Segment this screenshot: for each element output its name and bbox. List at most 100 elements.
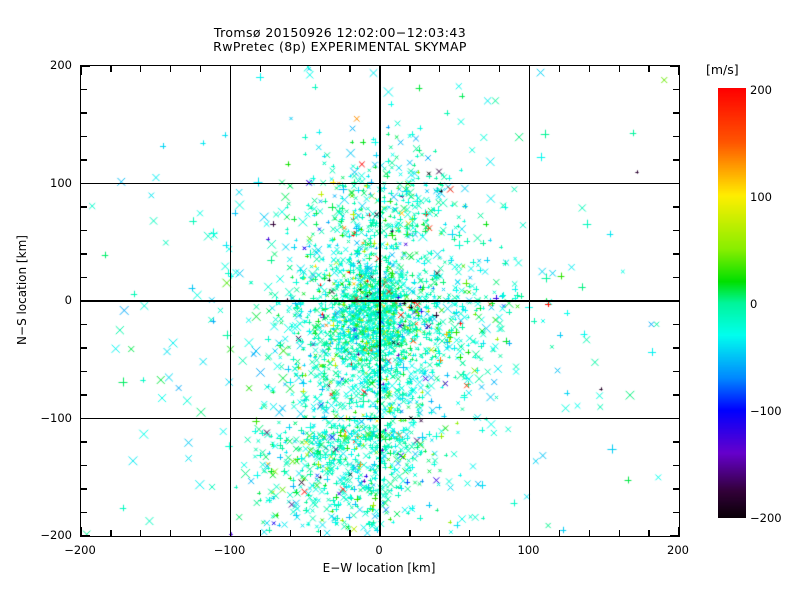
axis-tick	[528, 527, 531, 536]
x-axis-label: E−W location [km]	[322, 561, 436, 575]
axis-tick	[558, 66, 561, 72]
axis-tick	[379, 66, 381, 75]
axis-tick	[670, 182, 679, 185]
y-axis-label: N−S location [km]	[15, 235, 29, 345]
title-line-2: RwPretec (8p) EXPERIMENTAL SKYMAP	[213, 39, 467, 54]
axis-tick	[289, 66, 291, 72]
axis-tick	[670, 65, 679, 67]
axis-tick	[81, 347, 87, 349]
x-tick-label: 100	[517, 543, 540, 557]
axis-tick	[199, 530, 202, 536]
plot-area	[80, 65, 680, 537]
axis-tick	[498, 66, 501, 72]
axis-tick	[81, 441, 87, 443]
axis-tick	[673, 112, 679, 114]
axis-tick	[673, 253, 679, 255]
axis-tick	[673, 488, 679, 490]
axis-tick	[673, 135, 679, 138]
y-tick-label: 100	[50, 175, 72, 190]
axis-tick	[670, 417, 679, 420]
axis-tick	[673, 88, 679, 91]
axis-tick	[409, 66, 411, 72]
colorbar-tick-0: 0	[750, 297, 758, 311]
axis-tick	[379, 527, 381, 536]
axis-tick	[229, 527, 232, 536]
axis-tick	[80, 66, 82, 75]
axis-tick	[81, 112, 87, 114]
axis-tick	[670, 535, 679, 537]
colorbar	[718, 88, 746, 518]
axis-tick	[673, 394, 679, 396]
axis-tick	[170, 66, 172, 72]
y-tick-label: 200	[50, 58, 72, 72]
axis-tick	[498, 530, 501, 536]
axis-tick	[81, 535, 90, 537]
title-line-1: Tromsø 20150926 12:02:00−12:03:43	[213, 25, 467, 40]
colorbar-tick-m100: −100	[750, 404, 782, 418]
axis-tick	[588, 66, 590, 72]
axis-tick	[673, 276, 679, 279]
axis-tick	[110, 66, 112, 72]
axis-tick	[673, 159, 679, 161]
axis-tick	[81, 464, 87, 467]
axis-tick	[439, 530, 441, 536]
axis-tick	[319, 66, 321, 72]
colorbar-tick-200: 200	[750, 83, 772, 97]
axis-tick	[81, 370, 87, 373]
axis-tick	[349, 66, 351, 72]
y-tick-label: 0	[64, 293, 72, 307]
axis-tick	[81, 511, 87, 514]
y-tick-label: −200	[40, 528, 72, 542]
axis-tick	[678, 66, 680, 75]
axis-tick	[618, 66, 620, 72]
axis-tick	[81, 488, 87, 490]
x-tick-label: −200	[64, 543, 96, 557]
axis-tick	[558, 530, 561, 536]
axis-tick	[81, 253, 87, 255]
axis-tick	[140, 530, 142, 536]
axis-tick	[319, 530, 321, 536]
axis-tick	[673, 229, 679, 232]
axis-tick	[528, 66, 531, 75]
y-tick-label: −100	[40, 410, 72, 425]
axis-tick	[81, 417, 90, 420]
axis-tick	[469, 530, 471, 536]
axis-tick	[673, 441, 679, 443]
axis-tick	[110, 530, 112, 536]
axis-tick	[140, 66, 142, 72]
axis-tick	[349, 530, 351, 536]
axis-tick	[673, 347, 679, 349]
axis-tick	[81, 206, 87, 208]
x-tick-label: 200	[667, 543, 689, 557]
axis-tick	[673, 370, 679, 373]
colorbar-unit-label: [m/s]	[706, 62, 739, 77]
axis-tick	[678, 527, 680, 536]
gridline-horizontal	[81, 182, 679, 185]
axis-tick	[648, 66, 650, 72]
axis-tick	[81, 300, 90, 302]
gridline-horizontal	[81, 417, 679, 420]
axis-tick	[81, 135, 87, 138]
colorbar-tick-100: 100	[750, 190, 772, 204]
figure-title: Tromsø 20150926 12:02:00−12:03:43 RwPret…	[0, 26, 680, 54]
axis-tick	[439, 66, 441, 72]
axis-tick	[81, 276, 87, 279]
axis-tick	[229, 66, 232, 75]
axis-tick	[81, 323, 87, 326]
axis-tick	[81, 65, 90, 67]
axis-tick	[673, 323, 679, 326]
axis-tick	[673, 464, 679, 467]
axis-tick	[81, 229, 87, 232]
axis-tick	[199, 66, 202, 72]
axis-tick	[81, 88, 87, 91]
colorbar-tick-m200: −200	[750, 511, 782, 525]
axis-tick	[673, 206, 679, 208]
axis-tick	[618, 530, 620, 536]
x-tick-label: −100	[213, 543, 246, 557]
axis-tick	[588, 530, 590, 536]
x-tick-label: 0	[375, 543, 383, 557]
axis-tick	[469, 66, 471, 72]
colorbar-gradient	[718, 88, 746, 518]
axis-tick	[648, 530, 650, 536]
